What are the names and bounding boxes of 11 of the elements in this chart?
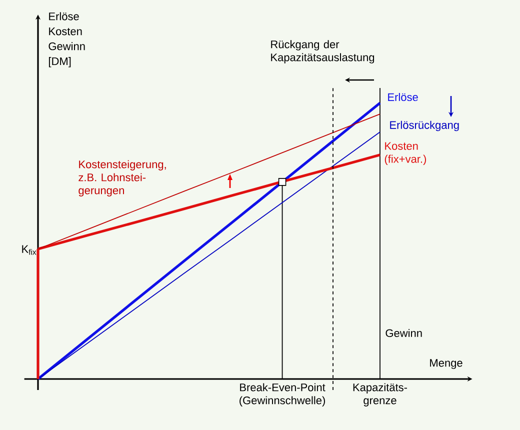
annotation: K$_{fix}$ (22, 245, 36, 255)
text: Rückgang der Kapazitätsauslastung (271, 40, 374, 64)
x-axis-title: Menge (430, 359, 462, 369)
series-label: Kosten (fix+var.) (384, 142, 426, 166)
series-label: Erlöse (388, 92, 418, 102)
x-tick-label: Kapazitäts-grenze (353, 383, 408, 406)
legend-label: Erlösrückgang (390, 120, 459, 132)
series-label: Kostensteigerung, z.B. Lohnstei-gerungen (78, 160, 166, 196)
x-tick-label: Break-Even-Point (Gewinnschwelle) (240, 383, 326, 406)
annotation: Gewinn (386, 328, 422, 338)
y-axis-title: Erlöse Kosten Gewinn [DM] (48, 12, 85, 68)
